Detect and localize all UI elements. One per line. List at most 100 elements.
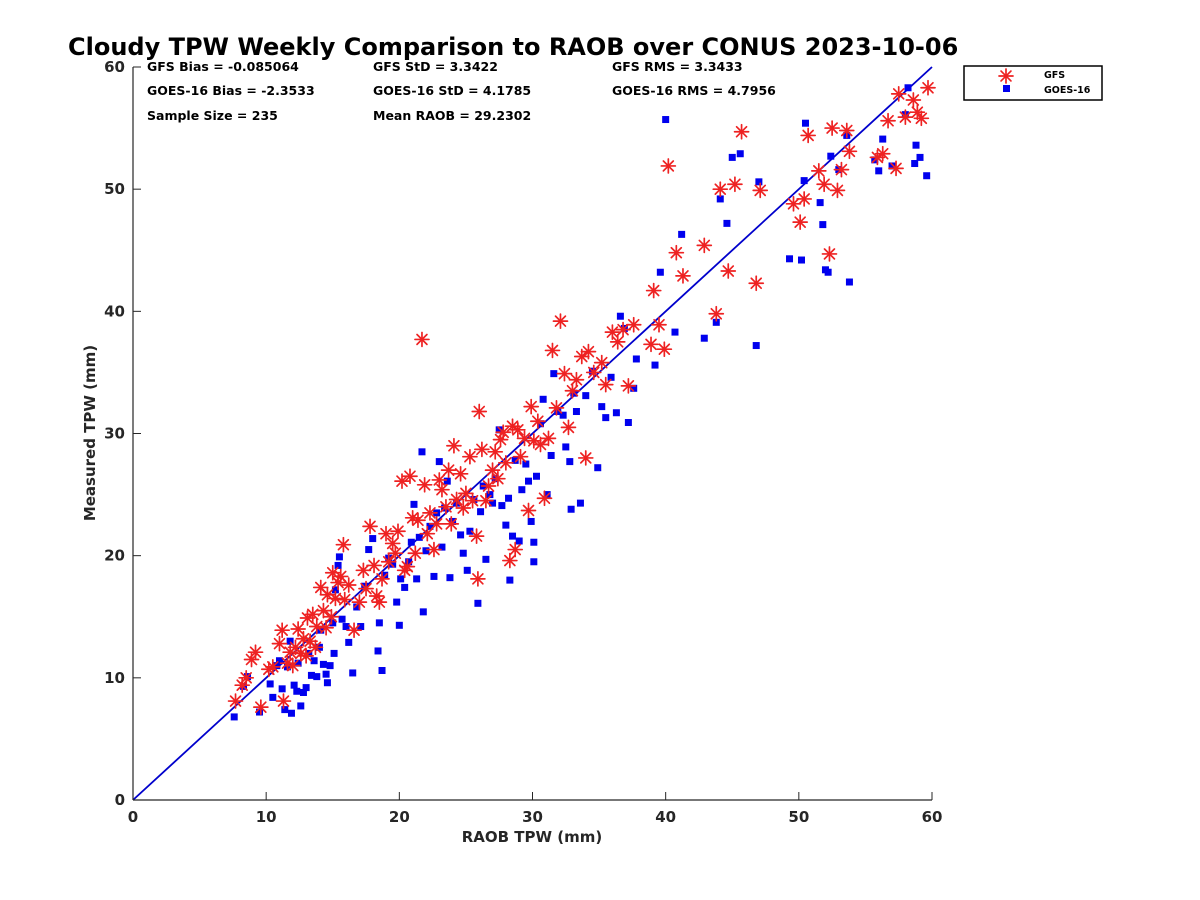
axes: 0 10 20 30 40 50 60 0 10 20 30 40 50 60 <box>104 58 942 826</box>
gfs-point <box>609 334 626 350</box>
gfs-bias-stat: GFS Bias = -0.085064 <box>147 59 299 74</box>
gfs-point <box>913 110 930 127</box>
gfs-point <box>243 651 260 668</box>
gfs-point <box>529 413 546 430</box>
goes16-point <box>357 623 365 631</box>
x-tick-label: 20 <box>389 808 410 826</box>
gfs-point <box>298 647 314 664</box>
gfs-point <box>318 619 334 636</box>
gfs-point <box>330 574 346 591</box>
goes16-point <box>816 199 824 207</box>
gfs-point <box>422 505 438 521</box>
goes16-point <box>418 448 426 456</box>
goes16-point <box>326 662 334 670</box>
goes16-point <box>498 502 506 510</box>
goes16-point <box>266 680 274 688</box>
gfs-point <box>327 590 344 607</box>
gfs-point <box>841 143 858 160</box>
goes16-point <box>290 681 298 689</box>
goes16-point <box>662 116 670 124</box>
goes16-point <box>422 547 430 555</box>
goes16-point <box>656 268 664 276</box>
gfs-point <box>552 313 569 329</box>
legend-goes-label: GOES-16 <box>1044 85 1091 96</box>
goes16-point <box>374 647 382 655</box>
goes16-point <box>230 713 238 721</box>
gfs-point <box>295 630 312 647</box>
goes16-point <box>329 619 337 627</box>
goes16-point <box>800 177 808 185</box>
gfs-point <box>585 364 602 381</box>
goes16-point <box>335 553 343 561</box>
gfs-point <box>462 448 478 465</box>
goes16-point <box>415 533 423 541</box>
goes16-point <box>401 583 409 591</box>
goes16-point <box>331 586 339 594</box>
y-tick-label: 60 <box>104 58 125 76</box>
sample-size-stat: Sample Size = 235 <box>147 108 278 123</box>
goes16-point <box>736 150 744 158</box>
gfs-point <box>366 557 382 574</box>
gfs-point <box>428 516 445 532</box>
goes16-point <box>824 268 832 276</box>
gfs-point <box>523 398 540 415</box>
gfs-point <box>800 127 817 144</box>
gfs-point <box>484 462 501 478</box>
gfs-point <box>495 424 512 441</box>
x-tick-label: 40 <box>655 808 676 826</box>
legend: GFS GOES-16 <box>963 65 1103 101</box>
gfs-point <box>560 419 577 436</box>
gfs-point <box>480 478 497 494</box>
goes16-point <box>505 494 513 502</box>
gfs-point <box>675 268 691 284</box>
gfs-point <box>880 112 896 129</box>
goes16-point <box>827 152 835 160</box>
goes16-point <box>413 575 421 583</box>
goes16-point <box>457 531 465 539</box>
gfs-point <box>620 378 637 394</box>
goes16-point <box>612 409 620 417</box>
goes16-point <box>845 278 853 286</box>
gfs-point <box>752 182 769 199</box>
gfs-point <box>720 263 737 279</box>
goes16-point <box>602 414 610 422</box>
goes16-point <box>463 566 471 574</box>
gfs-point <box>810 162 827 179</box>
gfs-point <box>308 618 325 635</box>
x-tick-label: 60 <box>922 808 943 826</box>
gfs-point <box>490 470 506 487</box>
gfs-point <box>829 182 846 199</box>
goes16-point <box>278 685 286 693</box>
gfs-point <box>336 591 353 608</box>
y-axis-label: Measured TPW (mm) <box>81 345 99 521</box>
goes16-point <box>307 671 315 679</box>
x-axis-label: RAOB TPW (mm) <box>462 828 603 846</box>
gfs-point <box>468 528 485 544</box>
goes16-point <box>256 708 264 716</box>
goes16-point <box>353 603 361 611</box>
gfs-point <box>335 536 352 553</box>
gfs-point <box>274 622 290 639</box>
y-tick-label: 20 <box>104 547 125 565</box>
goes16-point <box>310 657 318 665</box>
x-tick-label: 10 <box>256 808 277 826</box>
goes16-point <box>911 160 919 168</box>
goes16-point <box>607 373 615 381</box>
gfs-point <box>315 602 332 619</box>
gfs-point <box>733 123 750 140</box>
gfs-point <box>536 490 553 507</box>
goes16-point <box>405 558 413 566</box>
goes16-point <box>466 527 474 535</box>
gfs-point <box>748 275 765 292</box>
gfs-point <box>727 176 743 193</box>
gfs-point <box>227 693 244 709</box>
gfs-point <box>796 191 813 207</box>
plot-area <box>132 66 936 801</box>
gfs-point <box>516 430 533 447</box>
gfs-point <box>532 436 549 453</box>
gfs-point <box>438 498 454 515</box>
gfs-point <box>668 244 685 261</box>
gfs-point <box>247 644 264 661</box>
y-tick-label: 50 <box>104 180 125 198</box>
gfs-point <box>271 635 288 652</box>
